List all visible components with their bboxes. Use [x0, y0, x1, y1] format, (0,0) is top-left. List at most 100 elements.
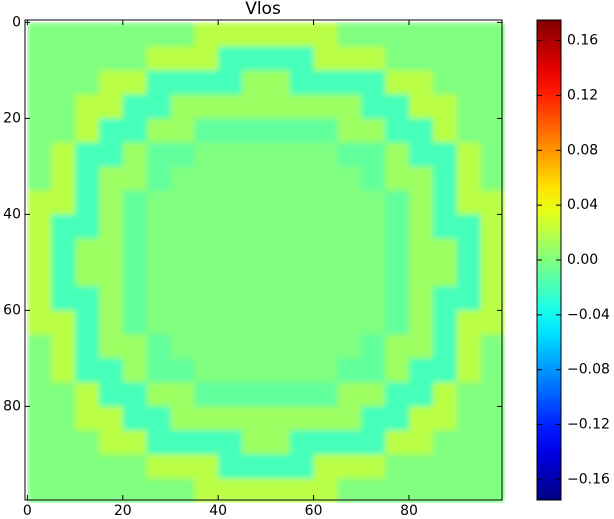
x-tick-label: 60	[305, 503, 323, 519]
heatmap-cell	[170, 454, 195, 479]
colorbar-tick-label: −0.16	[567, 471, 610, 487]
heatmap-cell	[218, 22, 243, 47]
heatmap-cell	[289, 406, 315, 431]
heatmap-cell	[361, 70, 386, 95]
heatmap-cell	[480, 478, 505, 503]
heatmap-cell	[313, 214, 338, 239]
heatmap-cell	[218, 310, 243, 335]
heatmap-cell	[194, 430, 219, 455]
heatmap-cell	[289, 334, 315, 359]
heatmap-cell	[75, 94, 100, 119]
heatmap-cell	[27, 454, 52, 479]
x-tick-label: 40	[209, 503, 227, 519]
heatmap-cell	[75, 334, 100, 359]
y-tick-label: 0	[12, 14, 21, 30]
heatmap-cell	[27, 430, 52, 455]
heatmap-cell	[313, 190, 338, 215]
heatmap-cell	[242, 166, 267, 191]
heatmap-cell	[194, 118, 219, 143]
heatmap-cell	[170, 406, 195, 431]
heatmap-cell	[456, 214, 482, 239]
heatmap-cell	[218, 478, 243, 503]
heatmap-cell	[408, 94, 434, 119]
heatmap-cell	[480, 118, 505, 143]
heatmap-cell	[218, 46, 243, 71]
heatmap-cell	[408, 334, 434, 359]
heatmap-cell	[75, 118, 100, 143]
heatmap-cell	[242, 334, 267, 359]
heatmap-cell	[75, 310, 100, 335]
heatmap-cell	[385, 430, 410, 455]
heatmap-cell	[122, 310, 148, 335]
heatmap-cell	[313, 334, 338, 359]
heatmap-cell	[242, 286, 267, 311]
heatmap-cell	[51, 478, 76, 503]
heatmap-cell	[480, 70, 505, 95]
heatmap-cell	[51, 286, 76, 311]
heatmap-cell	[456, 166, 482, 191]
heatmap-cell	[170, 286, 195, 311]
heatmap-cell	[218, 454, 243, 479]
heatmap-cell	[218, 430, 243, 455]
heatmap-cell	[456, 94, 482, 119]
heatmap-cell	[242, 94, 267, 119]
heatmap-cell	[146, 166, 171, 191]
heatmap-cell	[408, 46, 434, 71]
heatmap-cell	[170, 238, 195, 263]
heatmap-cell	[51, 70, 76, 95]
heatmap-cell	[265, 118, 291, 143]
heatmap-cell	[194, 382, 219, 407]
y-tick-label: 80	[3, 398, 21, 414]
heatmap-cell	[265, 334, 291, 359]
heatmap-cell	[361, 22, 386, 47]
heatmap-cell	[408, 238, 434, 263]
heatmap-cell	[218, 238, 243, 263]
heatmap-cell	[122, 94, 148, 119]
heatmap-cell	[27, 166, 52, 191]
heatmap-cell	[218, 406, 243, 431]
heatmap-cell	[480, 454, 505, 479]
heatmap-cell	[242, 118, 267, 143]
heatmap-cell	[385, 262, 410, 287]
heatmap-cell	[265, 142, 291, 167]
heatmap-cell	[480, 430, 505, 455]
heatmap-cell	[122, 70, 148, 95]
heatmap-cell	[27, 46, 52, 71]
heatmap-cell	[408, 406, 434, 431]
heatmap-cell	[51, 358, 76, 383]
heatmap-cell	[265, 262, 291, 287]
heatmap-cell	[408, 310, 434, 335]
heatmap-cell	[289, 214, 315, 239]
heatmap-cell	[75, 46, 100, 71]
heatmap-cell	[98, 454, 124, 479]
heatmap-cell	[51, 238, 76, 263]
heatmap-cell	[170, 22, 195, 47]
heatmap-cell	[242, 382, 267, 407]
heatmap-cell	[146, 262, 171, 287]
heatmap-cell	[385, 310, 410, 335]
heatmap-cell	[27, 214, 52, 239]
heatmap-cell	[146, 382, 171, 407]
heatmap-cell	[218, 190, 243, 215]
heatmap-cell	[242, 310, 267, 335]
heatmap-cell	[385, 190, 410, 215]
heatmap-cell	[194, 238, 219, 263]
heatmap-cell	[122, 406, 148, 431]
heatmap-cell	[51, 262, 76, 287]
heatmap-cell	[408, 70, 434, 95]
heatmap-cell	[27, 70, 52, 95]
heatmap-cell	[337, 262, 362, 287]
heatmap-cell	[337, 310, 362, 335]
heatmap-cell	[313, 22, 338, 47]
heatmap-cell	[313, 142, 338, 167]
heatmap-cell	[313, 70, 338, 95]
heatmap-cell	[289, 166, 315, 191]
heatmap-cell	[480, 94, 505, 119]
heatmap-cell	[242, 430, 267, 455]
heatmap-cell	[242, 190, 267, 215]
heatmap-cell	[289, 310, 315, 335]
heatmap-cell	[146, 358, 171, 383]
heatmap-cell	[98, 310, 124, 335]
heatmap-cell	[122, 262, 148, 287]
heatmap-cell	[146, 334, 171, 359]
